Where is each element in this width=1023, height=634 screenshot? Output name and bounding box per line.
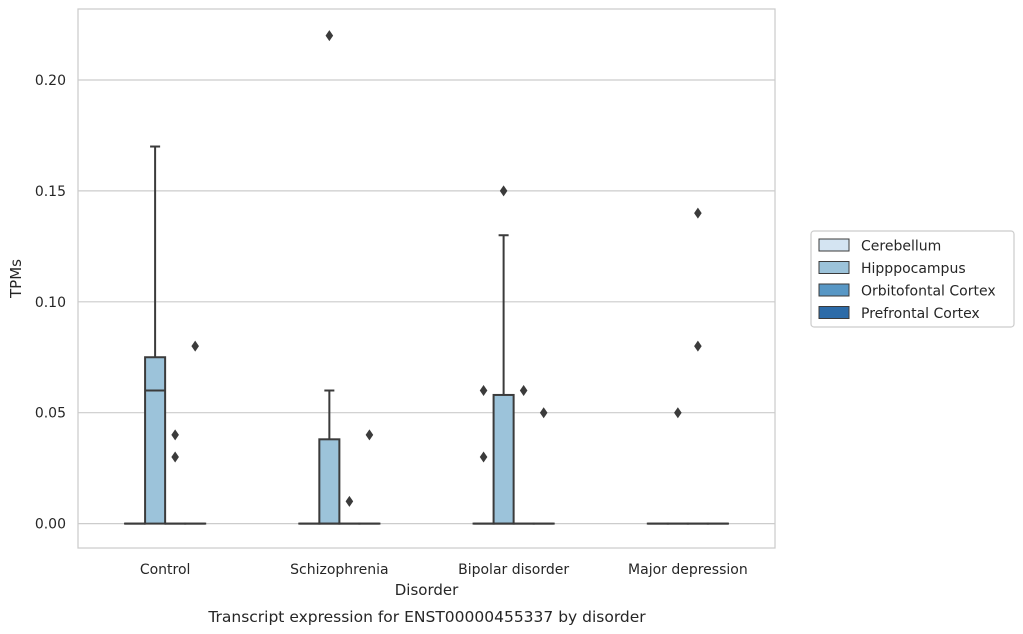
outlier-point	[499, 185, 508, 197]
x-tick-label: Bipolar disorder	[458, 562, 569, 578]
outlier-point	[694, 340, 702, 352]
box-hipppocampus	[492, 185, 515, 525]
outlier-point	[171, 451, 179, 463]
x-tick-label: Control	[140, 562, 191, 578]
legend-label: Prefrontal Cortex	[861, 306, 980, 322]
outlier-point	[365, 429, 374, 441]
y-tick-label: 0.15	[35, 184, 66, 200]
outlier-point	[519, 385, 528, 397]
x-tick-label: Major depression	[628, 562, 748, 578]
box-prefrontal-cortex	[358, 429, 381, 525]
y-axis-ticks: 0.00 0.05 0.10 0.15 0.20	[35, 73, 66, 533]
box-hipppocampus	[318, 30, 341, 525]
box-body	[318, 438, 341, 525]
box-cerebellum	[472, 385, 495, 525]
y-tick-label: 0.05	[35, 406, 66, 422]
box-orbitofontal-cortex	[686, 207, 709, 525]
legend-frame	[810, 230, 1015, 328]
legend-swatch	[818, 283, 850, 297]
boxes	[124, 30, 729, 525]
gridlines	[78, 79, 775, 525]
legend-swatch	[818, 261, 850, 274]
x-tick-label: Schizophrenia	[290, 562, 388, 578]
box-orbitofontal-cortex	[164, 429, 187, 525]
outlier-point	[479, 385, 488, 397]
legend-swatch	[818, 238, 850, 252]
outlier-point	[674, 407, 682, 419]
legend-label: Orbitofontal Cortex	[861, 284, 996, 300]
x-axis-ticks: Control Schizophrenia Bipolar disorder Majo…	[140, 562, 748, 578]
outlier-point	[694, 207, 702, 219]
box-body	[144, 356, 167, 525]
y-tick-label: 0.20	[35, 73, 66, 89]
outlier-point	[479, 451, 488, 463]
box-hipppocampus	[144, 145, 167, 525]
box-hipppocampus	[666, 407, 689, 525]
box-prefrontal-cortex	[532, 407, 555, 525]
box-orbitofontal-cortex	[512, 385, 535, 525]
box-orbitofontal-cortex	[338, 495, 361, 525]
y-tick-label: 0.10	[35, 295, 66, 311]
legend-label: Hipppocampus	[861, 261, 966, 277]
y-tick-label: 0.00	[35, 517, 66, 533]
legend: Cerebellum Hipppocampus Orbitofontal Corte…	[810, 230, 1015, 328]
outlier-point	[171, 429, 179, 441]
y-axis-label: TPMs	[7, 259, 25, 299]
plot-area	[77, 8, 776, 549]
x-axis-label: Disorder	[395, 581, 459, 599]
chart-caption: Transcript expression for ENST0000045533…	[207, 608, 646, 626]
box-body	[492, 393, 515, 525]
outlier-point	[539, 407, 548, 419]
outlier-point	[325, 30, 334, 42]
legend-swatch	[818, 306, 850, 319]
outlier-point	[345, 495, 354, 507]
box-prefrontal-cortex	[184, 340, 207, 525]
outlier-point	[191, 340, 199, 352]
legend-label: Cerebellum	[861, 239, 941, 255]
